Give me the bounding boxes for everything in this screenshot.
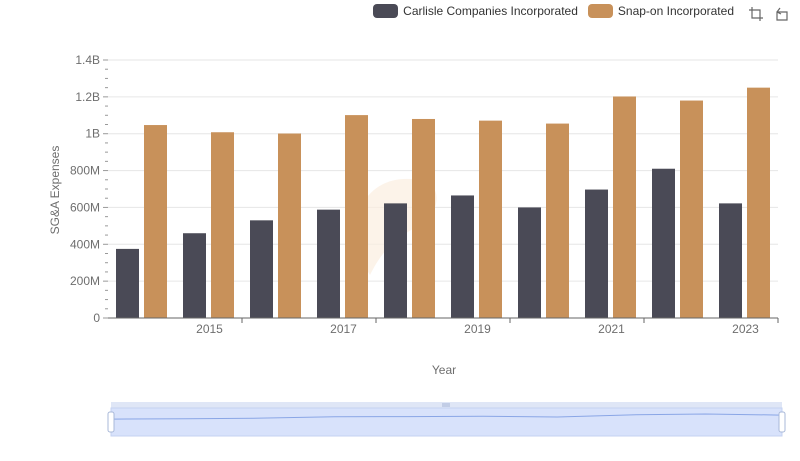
slider-grip-icon[interactable]: [442, 403, 450, 407]
y-tick-label: 1B: [85, 127, 100, 141]
legend-swatch-carlisle: [373, 4, 399, 18]
legend-swatch-snapon: [587, 4, 613, 18]
y-tick-label: 1.2B: [75, 90, 100, 104]
slider-left-handle[interactable]: [107, 411, 115, 433]
x-tick-label: 2021: [598, 322, 625, 336]
bar-carlisle-2016[interactable]: [250, 220, 273, 318]
bar-snapon-2023[interactable]: [747, 87, 770, 319]
x-tick-label: 2017: [330, 322, 357, 336]
y-tick-label: 600M: [70, 200, 100, 214]
y-tick-labels: 0 200M 400M 600M 800M 1B 1.2B 1.4B: [70, 53, 100, 325]
bar-snapon-2018[interactable]: [412, 118, 435, 318]
bar-snapon-2021[interactable]: [613, 96, 636, 318]
axes: [103, 59, 779, 323]
toolbox: [748, 6, 790, 22]
bar-snapon-2016[interactable]: [278, 133, 301, 318]
y-tick-label: 1.4B: [75, 53, 100, 67]
slider-track[interactable]: [110, 407, 783, 437]
legend-item-snapon[interactable]: Snap-on Incorporated: [587, 4, 734, 18]
x-tick-labels: 2015 2017 2019 2021 2023: [196, 322, 759, 336]
bar-snapon-2022[interactable]: [680, 100, 703, 319]
bar-carlisle-2022[interactable]: [652, 168, 675, 318]
legend: Carlisle Companies Incorporated Snap-on …: [373, 4, 734, 18]
slider-right-handle[interactable]: [778, 411, 786, 433]
x-tick-label: 2015: [196, 322, 223, 336]
legend-label-carlisle: Carlisle Companies Incorporated: [403, 4, 578, 18]
y-axis-title: SG&A Expenses: [48, 146, 62, 235]
y-tick-label: 0: [93, 311, 100, 325]
grid-lines: [108, 59, 778, 282]
bar-carlisle-2018[interactable]: [384, 203, 407, 318]
data-zoom-slider[interactable]: [107, 402, 786, 437]
bar-snapon-2014[interactable]: [144, 125, 167, 318]
bar-snapon-2017[interactable]: [345, 115, 368, 318]
bar-carlisle-2021[interactable]: [585, 189, 608, 318]
bar-carlisle-2020[interactable]: [518, 207, 541, 318]
legend-label-snapon: Snap-on Incorporated: [617, 4, 734, 18]
x-axis-title: Year: [432, 363, 456, 377]
bar-carlisle-2023[interactable]: [719, 203, 742, 318]
bar-carlisle-2015[interactable]: [183, 233, 206, 318]
slider-preview-line: [111, 413, 781, 420]
y-tick-label: 800M: [70, 164, 100, 178]
y-tick-label: 200M: [70, 274, 100, 288]
bar-carlisle-2014[interactable]: [116, 248, 139, 318]
bars: [116, 87, 770, 319]
bar-carlisle-2017[interactable]: [317, 209, 340, 318]
x-tick-label: 2019: [464, 322, 491, 336]
zoom-icon[interactable]: [748, 6, 764, 22]
x-tick-label: 2023: [732, 322, 759, 336]
bar-snapon-2019[interactable]: [479, 120, 502, 318]
legend-item-carlisle[interactable]: Carlisle Companies Incorporated: [373, 4, 578, 18]
restore-icon[interactable]: [774, 6, 790, 22]
bar-snapon-2020[interactable]: [546, 123, 569, 318]
bar-snapon-2015[interactable]: [211, 132, 234, 318]
y-tick-label: 400M: [70, 237, 100, 251]
bar-carlisle-2019[interactable]: [451, 195, 474, 318]
